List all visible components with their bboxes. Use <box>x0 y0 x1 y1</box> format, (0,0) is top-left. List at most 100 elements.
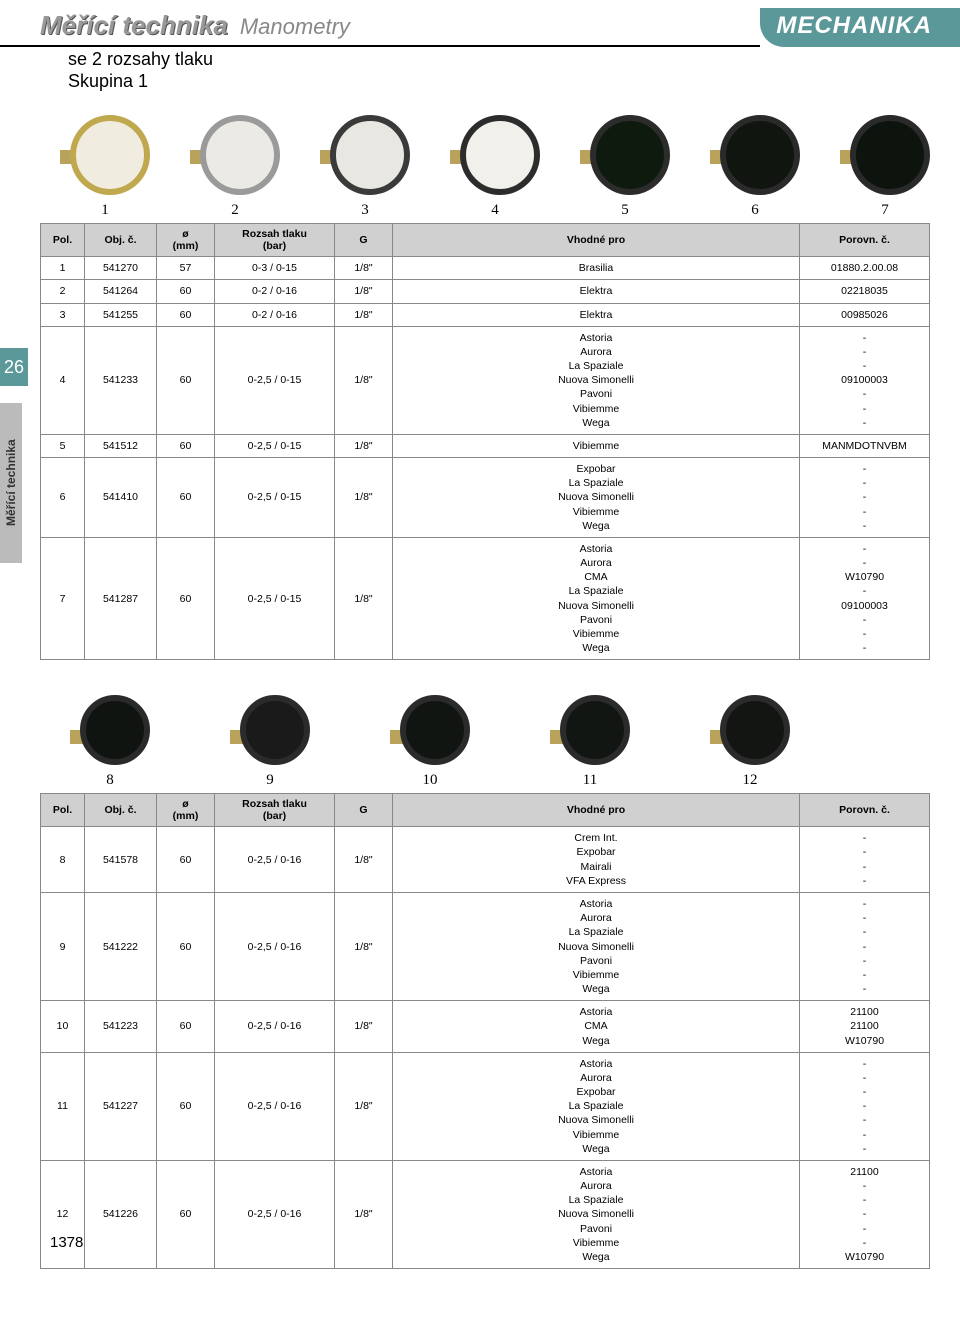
cell-porovn: 01880.2.00.08 <box>800 257 930 280</box>
cell-rozsah: 0-2 / 0-16 <box>215 303 335 326</box>
gauge-number: 11 <box>583 772 597 789</box>
gauge-icon <box>840 110 930 200</box>
table-row: 11541227600-2,5 / 0-161/8"Astoria Aurora… <box>41 1052 930 1160</box>
cell-vhodne: Elektra <box>393 280 800 303</box>
cell-mm: 60 <box>157 537 215 659</box>
gauge-icon <box>60 110 150 200</box>
table-row: 9541222600-2,5 / 0-161/8"Astoria Aurora … <box>41 893 930 1001</box>
cell-vhodne: Astoria Aurora CMA La Spaziale Nuova Sim… <box>393 537 800 659</box>
col-header: Vhodné pro <box>393 224 800 257</box>
gauge-row-2: 89101112 <box>60 690 930 789</box>
cell-vhodne: Vibiemme <box>393 434 800 457</box>
gauge-number: 5 <box>621 202 629 219</box>
cell-obj: 541233 <box>85 326 157 434</box>
table-row: 7541287600-2,5 / 0-151/8"Astoria Aurora … <box>41 537 930 659</box>
cell-rozsah: 0-2,5 / 0-16 <box>215 893 335 1001</box>
gauge-item: 1 <box>60 110 150 219</box>
table-row: 5541512600-2,5 / 0-151/8"VibiemmeMANMDOT… <box>41 434 930 457</box>
gauge-number: 3 <box>361 202 369 219</box>
cell-obj: 541255 <box>85 303 157 326</box>
cell-obj: 541270 <box>85 257 157 280</box>
col-header: Pol. <box>41 224 85 257</box>
table-row: 8541578600-2,5 / 0-161/8"Crem Int. Expob… <box>41 827 930 893</box>
gauge-icon <box>710 110 800 200</box>
cell-obj: 541578 <box>85 827 157 893</box>
col-header: ø (mm) <box>157 794 215 827</box>
cell-pol: 3 <box>41 303 85 326</box>
col-header: Pol. <box>41 794 85 827</box>
cell-obj: 541223 <box>85 1001 157 1053</box>
cell-g: 1/8" <box>335 1001 393 1053</box>
cell-mm: 60 <box>157 893 215 1001</box>
cell-vhodne: Elektra <box>393 303 800 326</box>
table-row: 6541410600-2,5 / 0-151/8"Expobar La Spaz… <box>41 458 930 538</box>
cell-pol: 1 <box>41 257 85 280</box>
gauge-number: 9 <box>266 772 274 789</box>
cell-obj: 541287 <box>85 537 157 659</box>
cell-rozsah: 0-2,5 / 0-16 <box>215 827 335 893</box>
cell-vhodne: Brasilia <box>393 257 800 280</box>
cell-rozsah: 0-2,5 / 0-16 <box>215 1001 335 1053</box>
gauge-item: 3 <box>320 110 410 219</box>
gauge-row-1: 1234567 <box>60 110 930 219</box>
gauge-icon <box>320 110 410 200</box>
col-header: ø (mm) <box>157 224 215 257</box>
cell-mm: 60 <box>157 280 215 303</box>
table-2: Pol.Obj. č.ø (mm)Rozsah tlaku (bar)GVhod… <box>40 793 930 1269</box>
cell-mm: 60 <box>157 1001 215 1053</box>
cell-porovn: - - - - - <box>800 458 930 538</box>
cell-g: 1/8" <box>335 326 393 434</box>
table-row: 2541264600-2 / 0-161/8"Elektra02218035 <box>41 280 930 303</box>
cell-obj: 541512 <box>85 434 157 457</box>
cell-g: 1/8" <box>335 893 393 1001</box>
gauge-item: 12 <box>710 690 790 789</box>
cell-g: 1/8" <box>335 827 393 893</box>
cell-porovn: MANMDOTNVBM <box>800 434 930 457</box>
cell-mm: 57 <box>157 257 215 280</box>
cell-vhodne: Crem Int. Expobar Mairali VFA Express <box>393 827 800 893</box>
col-header: Rozsah tlaku (bar) <box>215 794 335 827</box>
table-row: 12541226600-2,5 / 0-161/8"Astoria Aurora… <box>41 1160 930 1268</box>
cell-porovn: - - - - <box>800 827 930 893</box>
cell-obj: 541410 <box>85 458 157 538</box>
subheading: se 2 rozsahy tlaku Skupina 1 <box>0 47 960 92</box>
cell-mm: 60 <box>157 827 215 893</box>
gauge-number: 6 <box>751 202 759 219</box>
gauge-number: 7 <box>881 202 889 219</box>
cell-pol: 12 <box>41 1160 85 1268</box>
header-left: Měřící technika Manometry <box>0 8 760 47</box>
gauge-item: 8 <box>70 690 150 789</box>
cell-mm: 60 <box>157 434 215 457</box>
cell-mm: 60 <box>157 303 215 326</box>
side-page-tab: 26 <box>0 348 28 386</box>
col-header: Rozsah tlaku (bar) <box>215 224 335 257</box>
cell-g: 1/8" <box>335 1052 393 1160</box>
gauge-icon <box>450 110 540 200</box>
side-section-label: Měřící technika <box>0 403 22 563</box>
subheading-line1: se 2 rozsahy tlaku <box>68 49 960 71</box>
cell-obj: 541264 <box>85 280 157 303</box>
header: Měřící technika Manometry MECHANIKA <box>0 8 960 47</box>
cell-mm: 60 <box>157 1160 215 1268</box>
col-header: Obj. č. <box>85 794 157 827</box>
gauge-icon <box>230 690 310 770</box>
cell-mm: 60 <box>157 458 215 538</box>
cell-g: 1/8" <box>335 280 393 303</box>
col-header: G <box>335 794 393 827</box>
gauge-icon <box>550 690 630 770</box>
cell-mm: 60 <box>157 1052 215 1160</box>
cell-porovn: 21100 21100 W10790 <box>800 1001 930 1053</box>
header-title: Měřící technika <box>40 10 228 41</box>
cell-pol: 5 <box>41 434 85 457</box>
cell-vhodne: Astoria Aurora La Spaziale Nuova Simonel… <box>393 893 800 1001</box>
cell-rozsah: 0-3 / 0-15 <box>215 257 335 280</box>
gauge-item: 9 <box>230 690 310 789</box>
gauge-icon <box>70 690 150 770</box>
cell-porovn: - - W10790 - 09100003 - - - <box>800 537 930 659</box>
gauge-item: 11 <box>550 690 630 789</box>
header-subtitle: Manometry <box>240 14 350 40</box>
gauge-number: 2 <box>231 202 239 219</box>
cell-porovn: 02218035 <box>800 280 930 303</box>
table-row: 10541223600-2,5 / 0-161/8"Astoria CMA We… <box>41 1001 930 1053</box>
cell-porovn: 00985026 <box>800 303 930 326</box>
